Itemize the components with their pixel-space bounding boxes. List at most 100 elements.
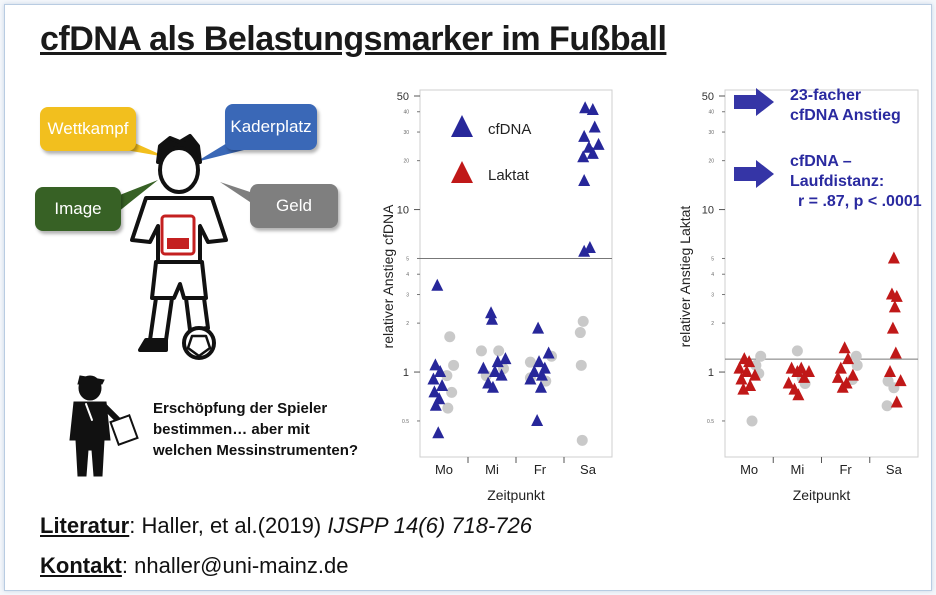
x-tick-label: Mi [485,462,499,477]
data-point-triangle [887,251,900,264]
annotation-anstieg: 23-facher cfDNA Anstieg [790,86,901,126]
player-head [158,146,200,194]
bubble-geld-label: Geld [276,196,312,215]
data-point-triangle [534,380,547,393]
y-minor-tick-label: 2 [711,321,714,327]
legend-marker [451,161,473,183]
y-minor-tick-label: 30 [708,130,714,136]
data-point-triangle [495,368,508,381]
y-minor-tick-label: 5 [711,256,714,262]
data-point-triangle [431,278,444,291]
x-tick-label: Sa [580,462,597,477]
data-point-triangle [735,372,748,385]
data-point-triangle [488,365,501,378]
data-point-circle [755,350,767,362]
coach-cap [77,375,105,385]
data-point-triangle [579,101,592,114]
x-tick-label: Mo [435,462,453,477]
data-point-triangle [890,289,903,302]
data-point-circle [791,345,803,357]
data-point-triangle [884,365,897,378]
data-point-triangle [733,361,746,374]
y-minor-tick-label: 30 [403,130,409,136]
data-point-triangle [834,361,847,374]
contact-line: Kontakt: nhaller@uni-mainz.de [40,553,348,579]
data-point-triangle [427,372,440,385]
data-point-circle [850,350,862,362]
y-minor-tick-label: 20 [403,159,409,165]
legend-label: Laktat [488,167,530,184]
clipboard-icon [109,414,139,446]
data-point-circle [475,345,487,357]
data-point-triangle [737,382,750,395]
data-point-triangle [798,370,811,383]
data-point-triangle [578,244,591,257]
data-point-triangle [894,374,907,387]
player-shoe-left [138,338,168,352]
annotation-line: cfDNA Anstieg [790,107,901,124]
y-tick-label: 10 [702,205,714,217]
question-line: bestimmen… aber mit [153,421,310,438]
x-tick-label: Fr [839,462,852,477]
bubble-wettkampf-label: Wettkampf [47,119,129,138]
data-point-triangle [577,150,590,163]
annotation-arrows [734,88,774,188]
data-point-triangle [792,388,805,401]
data-point-triangle [477,361,490,374]
contact-label: Kontakt [40,553,122,578]
x-tick-label: Fr [534,462,547,477]
annotation-stats: r = .87, p < .0001 [798,193,922,210]
x-tick-label: Mi [791,462,805,477]
data-point-circle [576,434,588,446]
coach-whistle [85,403,93,421]
annotation-line: Laufdistanz: [790,173,885,190]
data-point-triangle [432,426,445,439]
literature-line: Literatur: Haller, et al.(2019) IJSPP 14… [40,513,532,539]
data-point-circle [575,359,587,371]
data-point-triangle [485,306,498,319]
data-point-circle [448,359,460,371]
y-minor-tick-label: 3 [711,293,714,299]
y-minor-tick-label: 0.5 [707,419,714,425]
bubble-kaderplatz: Kaderplatz [225,104,317,150]
data-point-triangle [578,129,591,142]
data-point-triangle [802,365,815,378]
data-point-circle [444,331,456,343]
data-point-circle [881,400,893,412]
plot-frame [419,89,613,458]
data-point-triangle [586,103,599,116]
data-point-triangle [499,352,512,365]
chart-laktat: 1 10 50 0.5 2 3 4 5 20 30 40 Mo Mi Fr Sa Zeitpunkt relat… [677,89,919,503]
x-axis-label: Zeitpunkt [487,487,545,503]
data-point-circle [446,386,458,398]
data-point-triangle [831,370,844,383]
data-point-triangle [578,173,591,186]
y-tick-label: 1 [403,367,409,379]
data-point-triangle [486,312,498,325]
y-axis-label: relativer Anstieg cfDNA [380,204,396,349]
bubble-image: Image [35,187,121,231]
y-minor-tick-label: 0.5 [402,419,409,425]
data-point-triangle [785,361,798,374]
contact-email: : nhaller@uni-mainz.de [121,553,349,578]
data-point-triangle [434,365,447,378]
data-point-triangle [588,120,601,133]
data-point-triangle [846,368,859,381]
player-figure [130,134,228,360]
bubble-geld: Geld [250,184,338,228]
data-point-triangle [744,379,757,392]
data-point-triangle [583,241,596,254]
data-point-triangle [429,358,442,371]
y-minor-tick-label: 2 [406,321,409,327]
data-point-circle [493,345,505,357]
annotation-line: 23-facher [790,87,862,104]
question-line: welchen Messinstrumenten? [153,442,359,459]
page-title: cfDNA als Belastungsmarker im Fußball [40,20,667,58]
data-point-triangle [791,365,804,378]
bubble-image-label: Image [54,199,102,218]
y-tick-label: 1 [708,367,714,379]
data-point-triangle [428,385,441,398]
question-text: Erschöpfung der Spieler bestimmen… aber … [153,398,358,461]
data-point-circle [442,402,454,414]
